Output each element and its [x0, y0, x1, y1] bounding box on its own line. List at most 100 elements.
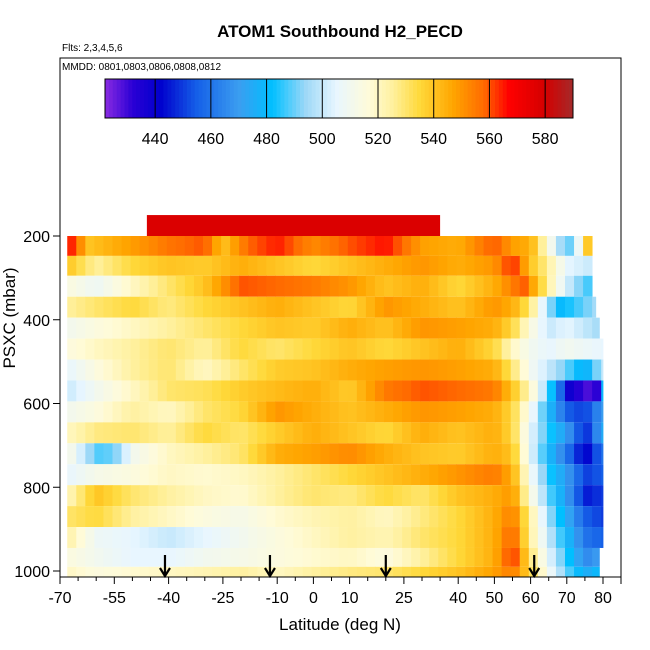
heat-cell	[139, 506, 150, 528]
heat-cell	[166, 485, 177, 507]
heat-cell	[356, 566, 367, 577]
heat-cell	[230, 401, 240, 423]
heat-cell	[583, 380, 593, 402]
heat-cell	[483, 464, 493, 486]
heat-cell	[555, 547, 566, 567]
heat-cell	[537, 380, 548, 402]
heat-cell	[248, 547, 258, 567]
heat-cell	[184, 422, 195, 444]
heat-cell	[356, 547, 367, 567]
heat-cell	[510, 296, 521, 318]
colorbar-swatch	[233, 79, 239, 118]
colorbar-swatch	[483, 79, 488, 118]
heat-cell	[492, 485, 503, 507]
heat-cell	[338, 443, 349, 465]
heat-cell	[438, 401, 448, 423]
heat-cell	[239, 506, 249, 528]
heat-cell	[483, 527, 493, 548]
heat-cell	[239, 317, 249, 339]
heat-cell	[139, 359, 150, 381]
heat-cell	[112, 566, 122, 577]
heat-cell	[284, 296, 294, 318]
heat-cell	[67, 317, 77, 339]
heat-cell	[347, 236, 358, 256]
heat-cell	[519, 527, 530, 548]
heat-cell	[320, 527, 331, 548]
colorbar-swatch	[350, 79, 356, 118]
heat-cell	[212, 296, 222, 318]
heat-cell	[383, 547, 394, 567]
heat-cell	[193, 317, 204, 339]
heat-cell	[456, 401, 466, 423]
heat-cell	[555, 485, 566, 507]
heat-cell	[221, 422, 231, 444]
heat-cell	[157, 317, 168, 339]
heat-cell	[347, 566, 358, 577]
heat-cell	[94, 422, 104, 444]
heat-cell	[601, 527, 604, 548]
colorbar: 440 460 480 500 520 540 560 580	[104, 78, 574, 148]
heat-cell	[546, 401, 557, 423]
heat-cell	[492, 566, 503, 577]
chart-title: ATOM1 Southbound H2_PECD	[217, 22, 463, 41]
heat-cell	[130, 422, 141, 444]
heat-cell	[248, 464, 258, 486]
heat-cell	[85, 566, 95, 577]
heat-cell	[420, 359, 430, 381]
heat-cell	[411, 380, 421, 402]
heat-cell	[293, 255, 303, 276]
heat-cell	[230, 359, 240, 381]
heat-cell	[456, 547, 466, 567]
heat-cell	[139, 255, 150, 276]
heat-cell	[465, 296, 475, 318]
heat-cell	[257, 422, 267, 444]
heat-cell	[76, 464, 86, 486]
heat-cell	[139, 275, 150, 297]
heat-cell	[438, 422, 448, 444]
heat-cell	[202, 380, 213, 402]
heat-cell	[546, 317, 557, 339]
heat-cell	[257, 401, 267, 423]
heat-cell	[501, 317, 512, 339]
heat-cell	[546, 359, 557, 381]
heat-cell	[293, 566, 303, 577]
heat-cell	[483, 380, 493, 402]
heat-cell	[356, 359, 367, 381]
heat-cell	[583, 485, 593, 507]
heat-cell	[85, 443, 95, 465]
heat-cell	[266, 506, 276, 528]
heat-cell	[266, 566, 276, 577]
heat-cell	[311, 401, 322, 423]
heat-cell	[383, 255, 394, 276]
heat-cell	[356, 236, 367, 256]
heat-cell	[202, 401, 213, 423]
heat-cell	[112, 380, 122, 402]
heat-cell	[501, 359, 512, 381]
heat-cell	[347, 317, 358, 339]
colorbar-swatch	[436, 79, 441, 118]
heat-cell	[85, 317, 95, 339]
heat-cell	[583, 464, 593, 486]
heat-cell	[564, 464, 575, 486]
colorbar-swatch	[163, 79, 168, 118]
heat-cell	[311, 255, 322, 276]
heat-cell	[411, 338, 421, 360]
heat-cell	[184, 527, 195, 548]
colorbar-swatch	[389, 79, 395, 118]
heat-cell	[257, 380, 267, 402]
heat-cell	[94, 485, 104, 507]
heat-cell	[537, 422, 548, 444]
heat-cell	[130, 317, 141, 339]
heat-cell	[85, 275, 95, 297]
heat-cell	[383, 506, 394, 528]
heat-cell	[546, 275, 557, 297]
colorbar-swatch	[225, 79, 231, 118]
heat-cell	[193, 275, 204, 297]
heat-cell	[166, 236, 177, 256]
heat-cell	[474, 296, 484, 318]
heat-cell	[239, 443, 249, 465]
heat-cell	[374, 443, 385, 465]
heat-cell	[447, 275, 457, 297]
heat-cell	[592, 317, 600, 339]
heat-cell	[402, 380, 412, 402]
